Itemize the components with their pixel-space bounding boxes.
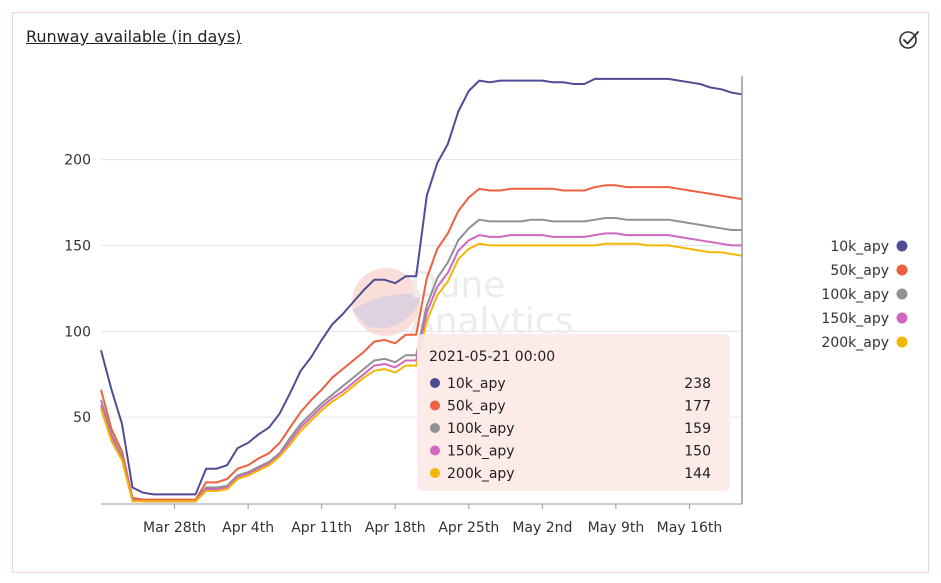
legend: 10k_apy 50k_apy 100k_apy 150k_apy 200k_apy	[821, 239, 908, 351]
legend-label-10k-apy[interactable]: 10k_apy	[830, 239, 889, 255]
tooltip-series-name: 200k_apy	[447, 466, 515, 482]
tooltip-series-value: 159	[684, 421, 711, 437]
legend-dot-10k-apy[interactable]	[896, 240, 908, 252]
x-tick-label: May 2nd	[512, 520, 572, 536]
watermark-logo-band	[352, 294, 420, 329]
legend-label-200k-apy[interactable]: 200k_apy	[821, 335, 889, 351]
tooltip-series-value: 144	[684, 466, 711, 482]
tooltip-series-name: 50k_apy	[447, 399, 506, 415]
x-axis: Mar 28th Apr 4th Apr 11th Apr 18th Apr 25th M…	[101, 503, 742, 536]
y-axis: 50 100 150 200	[64, 153, 91, 427]
legend-dot-150k-apy[interactable]	[896, 312, 908, 324]
x-tick-label: Mar 28th	[143, 520, 206, 536]
tooltip-series-name: 150k_apy	[447, 444, 515, 460]
tooltip-series-value: 238	[684, 376, 711, 392]
tooltip-date: 2021-05-21 00:00	[429, 349, 555, 365]
x-tick-label: Apr 25th	[438, 520, 499, 536]
tooltip-series-name: 10k_apy	[447, 376, 506, 392]
tooltip-box	[417, 334, 730, 491]
tooltip-series-value: 150	[684, 444, 711, 460]
y-tick-label: 150	[64, 238, 91, 254]
watermark-line1: Dune	[410, 265, 506, 306]
tooltip-dot-200k-apy	[430, 468, 440, 478]
watermark: Dune Analytics	[352, 265, 573, 342]
tooltip-dot-10k-apy	[430, 378, 440, 388]
x-tick-label: May 9th	[588, 520, 645, 536]
tooltip-dot-150k-apy	[430, 445, 440, 456]
legend-label-150k-apy[interactable]: 150k_apy	[821, 311, 889, 327]
legend-dot-100k-apy[interactable]	[896, 288, 908, 300]
tooltip-dot-50k-apy	[430, 400, 440, 411]
tooltip: 2021-05-21 00:00 10k_apy 238 50k_apy 177 100k…	[417, 334, 730, 491]
chart-title[interactable]: Runway available (in days)	[26, 27, 242, 46]
check-circle-icon[interactable]	[898, 28, 920, 50]
y-tick-label: 200	[64, 153, 91, 169]
y-tick-label: 50	[73, 410, 91, 426]
tooltip-series-value: 177	[684, 399, 711, 415]
legend-dot-50k-apy[interactable]	[896, 264, 908, 276]
x-tick-label: May 16th	[657, 520, 723, 536]
legend-label-100k-apy[interactable]: 100k_apy	[821, 287, 889, 303]
tooltip-series-name: 100k_apy	[447, 421, 515, 437]
legend-label-50k-apy[interactable]: 50k_apy	[830, 263, 889, 279]
series-line-50k-apy[interactable]	[100, 184, 743, 501]
series-line-10k-apy[interactable]	[100, 77, 743, 496]
x-tick-label: Apr 11th	[291, 520, 352, 536]
tooltip-dot-100k-apy	[430, 423, 440, 433]
series-line-100k-apy[interactable]	[100, 217, 742, 503]
x-tick-label: Apr 18th	[365, 520, 426, 536]
y-tick-label: 100	[64, 324, 91, 340]
x-tick-label: Apr 4th	[222, 520, 274, 536]
legend-dot-200k-apy[interactable]	[896, 336, 908, 348]
